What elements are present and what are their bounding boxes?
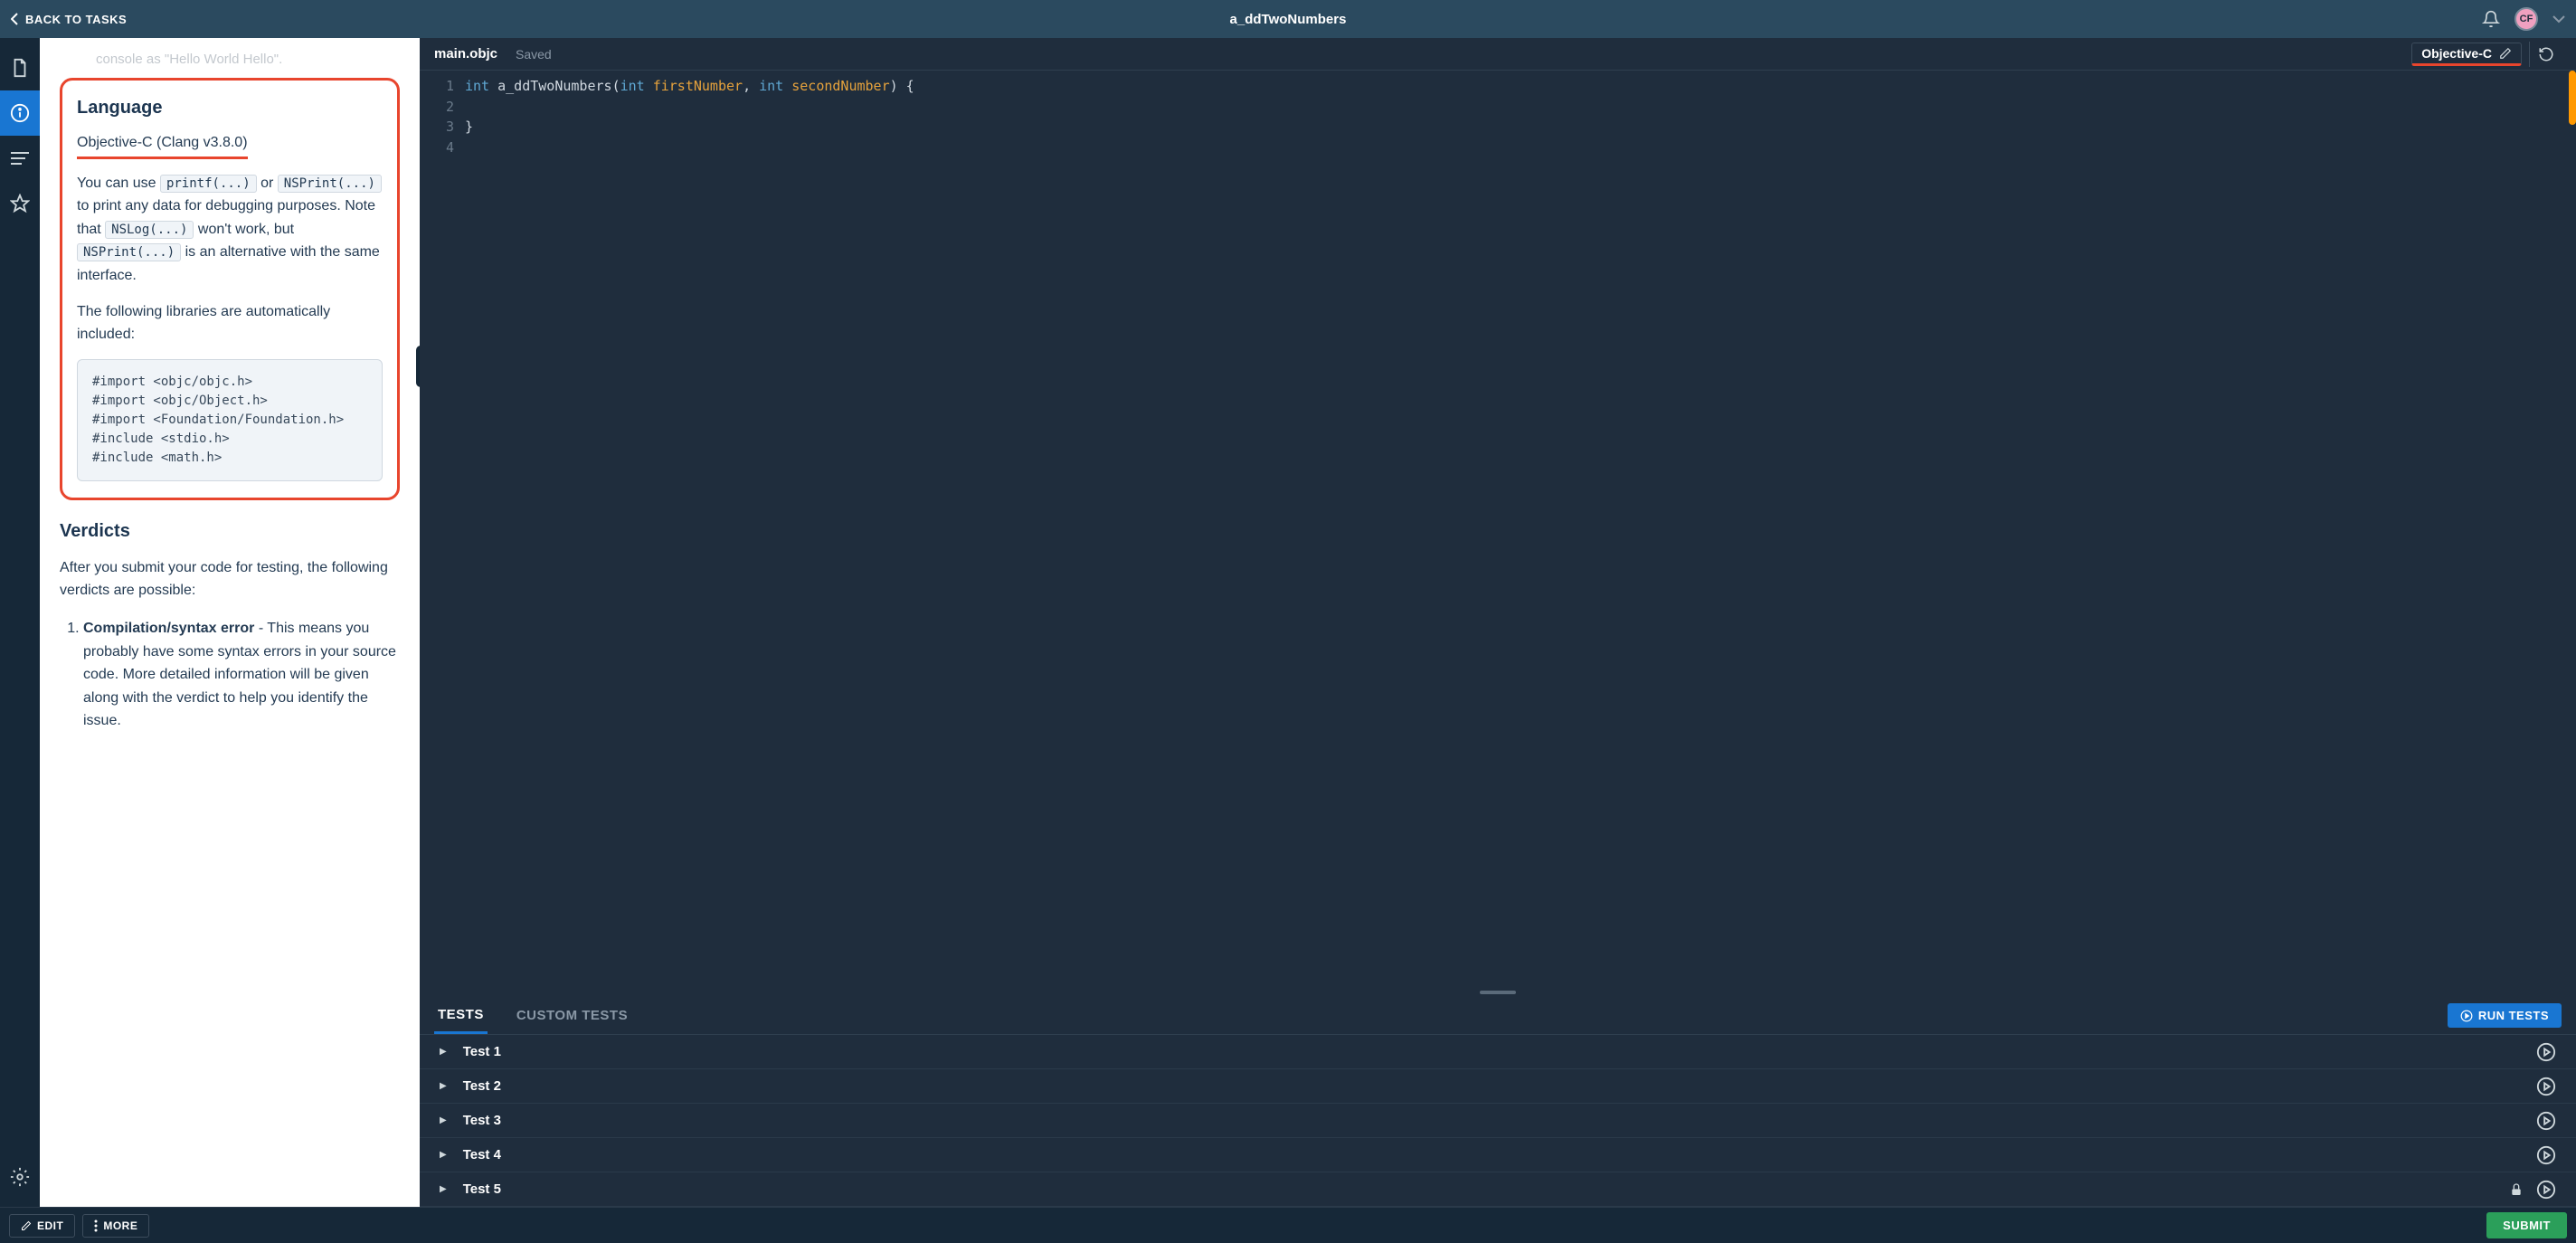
language-section: Language Objective-C (Clang v3.8.0) You … — [60, 78, 400, 500]
more-vertical-icon — [94, 1219, 98, 1232]
expand-triangle-icon: ▶ — [440, 1081, 447, 1091]
language-heading: Language — [77, 93, 383, 122]
run-test-icon[interactable] — [2536, 1042, 2556, 1062]
run-test-icon[interactable] — [2536, 1111, 2556, 1131]
chevron-left-icon — [11, 13, 18, 25]
tests-panel: TESTS CUSTOM TESTS RUN TESTS ▶ Test 1 ▶ Tes… — [420, 997, 2576, 1207]
test-name: Test 3 — [463, 1113, 501, 1128]
description-panel: console as "Hello World Hello". Language… — [40, 38, 420, 1207]
more-button[interactable]: MORE — [82, 1214, 149, 1238]
bottombar: EDIT MORE SUBMIT — [0, 1207, 2576, 1243]
code-nsprint: NSPrint(...) — [278, 175, 382, 193]
rail-star-icon[interactable] — [0, 181, 40, 226]
pencil-icon — [2499, 47, 2512, 60]
expand-triangle-icon: ▶ — [440, 1184, 447, 1194]
editor-header: main.objc Saved Objective-C — [420, 38, 2576, 71]
play-circle-icon — [2460, 1010, 2473, 1022]
code-printf: printf(...) — [160, 175, 257, 193]
submit-button[interactable]: SUBMIT — [2486, 1212, 2567, 1238]
rail-file-icon[interactable] — [0, 45, 40, 90]
line-gutter: 1234 — [420, 71, 465, 988]
run-test-icon[interactable] — [2536, 1180, 2556, 1200]
rail-info-icon[interactable] — [0, 90, 40, 136]
task-title: a_ddTwoNumbers — [1230, 12, 1347, 27]
run-tests-button[interactable]: RUN TESTS — [2448, 1003, 2562, 1028]
language-version: Objective-C (Clang v3.8.0) — [77, 131, 248, 159]
filename: main.objc — [434, 46, 497, 62]
left-rail — [0, 38, 40, 1207]
run-test-icon[interactable] — [2536, 1145, 2556, 1165]
topbar: BACK TO TASKS a_ddTwoNumbers CF — [0, 0, 2576, 38]
horizontal-split-handle[interactable] — [420, 988, 2576, 997]
save-status: Saved — [516, 47, 552, 62]
rail-list-icon[interactable] — [0, 136, 40, 181]
code-editor[interactable]: 1234 int a_ddTwoNumbers(int firstNumber,… — [420, 71, 2576, 988]
language-paragraph-1: You can use printf(...) or NSPrint(...) … — [77, 172, 383, 288]
code-area[interactable]: int a_ddTwoNumbers(int firstNumber, int … — [465, 71, 2576, 988]
chevron-down-icon[interactable] — [2552, 14, 2565, 24]
run-test-icon[interactable] — [2536, 1077, 2556, 1096]
test-name: Test 5 — [463, 1181, 501, 1197]
test-row[interactable]: ▶ Test 2 — [420, 1069, 2576, 1104]
language-selector[interactable]: Objective-C — [2411, 43, 2522, 66]
verdicts-intro: After you submit your code for testing, … — [60, 556, 400, 603]
test-name: Test 4 — [463, 1147, 501, 1162]
restore-icon — [2538, 46, 2554, 62]
test-row[interactable]: ▶ Test 3 — [420, 1104, 2576, 1138]
back-to-tasks-link[interactable]: BACK TO TASKS — [11, 13, 127, 26]
editor-scrollbar[interactable] — [2569, 71, 2576, 125]
restore-button[interactable] — [2529, 42, 2562, 67]
expand-triangle-icon: ▶ — [440, 1047, 447, 1057]
test-row[interactable]: ▶ Test 1 — [420, 1035, 2576, 1069]
bell-icon[interactable] — [2482, 10, 2500, 28]
expand-triangle-icon: ▶ — [440, 1115, 447, 1125]
verdicts-heading: Verdicts — [60, 517, 400, 546]
libs-code-block: #import <objc/objc.h> #import <objc/Obje… — [77, 359, 383, 481]
code-nslog: NSLog(...) — [105, 221, 194, 239]
code-nsprint-2: NSPrint(...) — [77, 243, 181, 261]
test-row[interactable]: ▶ Test 5 — [420, 1172, 2576, 1207]
tab-custom-tests[interactable]: CUSTOM TESTS — [513, 999, 631, 1032]
avatar[interactable]: CF — [2514, 7, 2538, 31]
pencil-icon — [21, 1220, 32, 1231]
libs-intro: The following libraries are automaticall… — [77, 300, 383, 346]
lock-icon — [2509, 1181, 2524, 1198]
back-label: BACK TO TASKS — [25, 13, 127, 26]
verdict-item-1: Compilation/syntax error - This means yo… — [83, 617, 400, 733]
tab-tests[interactable]: TESTS — [434, 998, 488, 1034]
edit-button[interactable]: EDIT — [9, 1214, 75, 1238]
test-row[interactable]: ▶ Test 4 — [420, 1138, 2576, 1172]
test-name: Test 1 — [463, 1044, 501, 1059]
console-fragment: console as "Hello World Hello". — [60, 49, 400, 71]
rail-gear-icon[interactable] — [0, 1154, 40, 1200]
expand-triangle-icon: ▶ — [440, 1150, 447, 1160]
test-name: Test 2 — [463, 1078, 501, 1094]
